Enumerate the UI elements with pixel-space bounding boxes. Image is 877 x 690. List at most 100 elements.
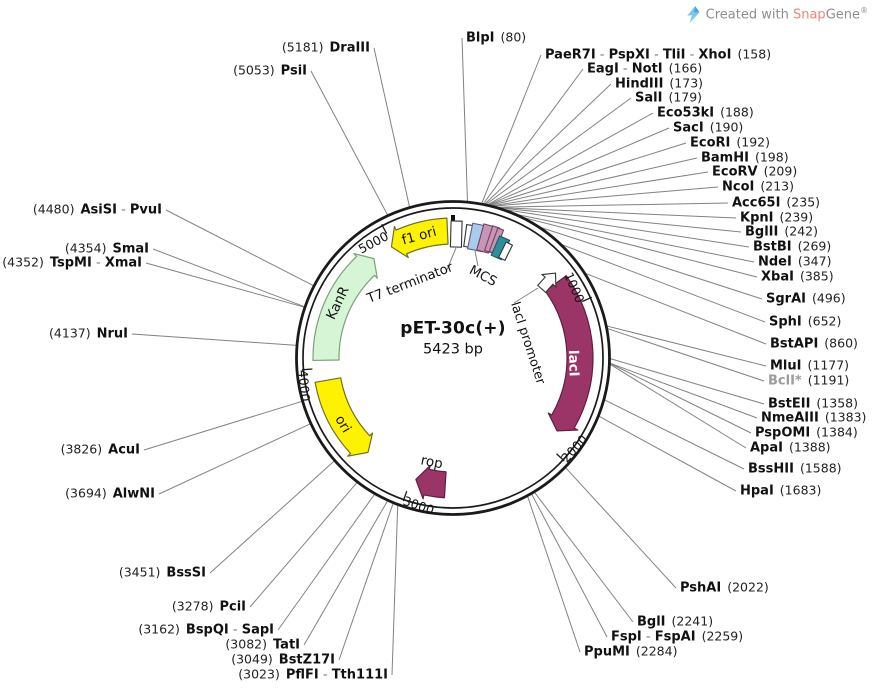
site-label[interactable]: KpnI (239): [740, 210, 813, 226]
site-label[interactable]: MluI (1177): [770, 359, 849, 373]
enzyme-name: EagI: [587, 61, 619, 77]
site-position: (2284): [635, 643, 678, 659]
site-label[interactable]: (4352) TspMI - XmaI: [2, 255, 142, 271]
site-label[interactable]: PpuMI (2284): [584, 643, 678, 659]
enzyme-name: BamHI: [701, 150, 749, 166]
laci-promoter-arrow[interactable]: [535, 267, 563, 295]
site-position: (3049): [231, 651, 273, 667]
site-label[interactable]: (4137) NruI: [49, 326, 128, 342]
tick-mark: [301, 368, 313, 371]
enzyme-separator: -: [91, 255, 105, 271]
site-label[interactable]: (4354) SmaI: [65, 242, 149, 256]
site-label[interactable]: NcoI (213): [722, 180, 794, 194]
site-label[interactable]: BstEII (1358): [768, 397, 858, 411]
site-callout-line: [482, 68, 584, 205]
site-label[interactable]: SacI (190): [673, 121, 743, 135]
enzyme-name: KpnI: [740, 210, 774, 226]
site-position: (5053): [233, 62, 275, 78]
site-label[interactable]: ApaI (1388): [750, 440, 831, 456]
site-label[interactable]: (3049) BstZ17I: [231, 651, 335, 668]
site-label[interactable]: EcoRI (192): [690, 134, 770, 150]
site-label[interactable]: PspOMI (1384): [755, 426, 858, 440]
site-position: (179): [668, 89, 703, 105]
site-label[interactable]: (3826) AcuI: [61, 443, 140, 457]
site-label[interactable]: NdeI (347): [758, 254, 831, 270]
site-position: (242): [784, 223, 818, 239]
site-label[interactable]: BglII (242): [745, 223, 818, 239]
site-label[interactable]: (3694) AlwNI: [65, 487, 155, 501]
enzyme-separator: -: [116, 202, 130, 218]
tick-mark: [381, 224, 388, 234]
site-callout-line: [373, 47, 411, 208]
enzyme-name: PvuI: [129, 202, 162, 218]
site-label[interactable]: PaeR7I - PspXI - TliI - XhoI (158): [545, 47, 771, 63]
site-callout-line: [560, 243, 766, 323]
site-label[interactable]: (3023) PflFI - Tth111I: [238, 667, 388, 683]
enzyme-name: HindIII: [615, 76, 664, 92]
site-label[interactable]: (5053) PsiI: [233, 62, 307, 78]
t7-terminator-box[interactable]: [449, 220, 463, 248]
site-label[interactable]: PshAI (2022): [680, 581, 769, 595]
site-label[interactable]: (3451) BssSI: [119, 566, 206, 580]
enzyme-name: NdeI: [758, 254, 792, 270]
plasmid-size: 5423 bp: [423, 341, 483, 358]
site-label[interactable]: BssHII (1588): [748, 462, 842, 476]
site-callout-line: [609, 362, 752, 434]
site-label[interactable]: BlpI (80): [466, 31, 526, 45]
site-callout-line: [277, 493, 376, 631]
enzyme-name: ApaI: [750, 440, 783, 456]
site-label[interactable]: HindIII (173): [615, 75, 704, 92]
feature-laci[interactable]: [544, 275, 594, 432]
enzyme-name: SapI: [241, 622, 274, 638]
enzyme-name: DraIII: [329, 40, 371, 56]
feature-callout-line: [445, 247, 457, 273]
site-label[interactable]: BclI* (1191): [768, 374, 849, 388]
site-position: (188): [720, 104, 754, 120]
site-label[interactable]: Eco53kI (188): [657, 104, 754, 120]
enzyme-name: HpaI: [740, 483, 774, 499]
site-label[interactable]: FspI - FspAI (2259): [611, 630, 743, 644]
site-label[interactable]: (4480) AsiSI - PvuI: [33, 202, 162, 218]
site-label[interactable]: (3278) PciI: [172, 600, 246, 614]
site-label[interactable]: EcoRV (209): [712, 165, 797, 179]
site-label[interactable]: BamHI (198): [701, 150, 789, 166]
enzyme-separator: -: [228, 622, 242, 638]
enzyme-name: NruI: [96, 326, 128, 342]
enzyme-name: SgrAI: [766, 291, 806, 307]
site-label[interactable]: SphI (652): [769, 315, 841, 329]
site-callout-line: [131, 333, 298, 346]
site-label[interactable]: SgrAI (496): [766, 291, 846, 307]
site-label[interactable]: XbaI (385): [761, 270, 834, 284]
enzyme-name: XhoI: [698, 47, 732, 63]
site-callout-line: [609, 357, 765, 405]
feature-f1-ori[interactable]: [390, 217, 449, 259]
site-label[interactable]: NmeAIII (1383): [761, 411, 866, 425]
enzyme-name: PflFI: [285, 667, 319, 683]
enzyme-name: PaeR7I: [545, 47, 596, 63]
enzyme-name: BstZ17I: [278, 652, 335, 668]
tick-mark: [581, 296, 593, 303]
site-label[interactable]: HpaI (1683): [740, 483, 821, 499]
site-label[interactable]: EagI - NotI (166): [587, 61, 702, 77]
features-layer: [312, 217, 594, 500]
site-position: (192): [736, 134, 770, 150]
feature-kanr[interactable]: [312, 252, 378, 362]
site-label[interactable]: BstBI (269): [753, 240, 831, 254]
site-label[interactable]: SalI (179): [635, 89, 703, 105]
feature-label: MCS: [466, 263, 499, 290]
site-label[interactable]: (5181) DraIII: [282, 40, 371, 56]
site-label[interactable]: BstAPI (860): [770, 337, 858, 351]
plasmid-name: pET-30c(+): [400, 318, 506, 339]
feature-ori[interactable]: [314, 377, 374, 457]
enzyme-name: Tth111I: [331, 667, 388, 683]
feature-callout-line: [474, 250, 479, 267]
site-label[interactable]: BglI (2241): [637, 615, 713, 629]
site-position: (173): [669, 75, 704, 91]
feature-rop[interactable]: [415, 465, 447, 500]
mcs-box[interactable]: [497, 241, 514, 262]
site-label[interactable]: Acc65I (235): [732, 196, 820, 210]
feature-label: T7 terminator: [364, 260, 456, 307]
site-label[interactable]: (3082) TatI: [225, 638, 300, 652]
site-label[interactable]: (3162) BspQI - SapI: [138, 622, 274, 638]
